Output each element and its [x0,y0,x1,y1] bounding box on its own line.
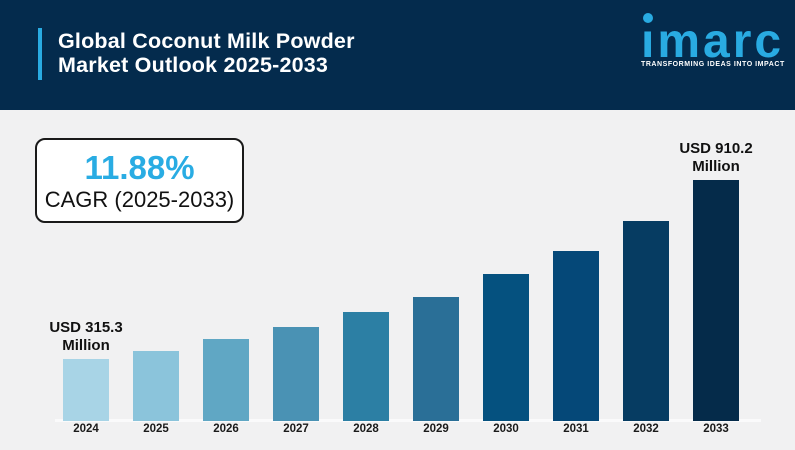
chart-title: Global Coconut Milk Powder Market Outloo… [58,29,355,77]
bar-rect [343,312,389,421]
chart-title-line2: Market Outlook 2025-2033 [58,53,329,77]
bar-2030 [483,274,529,421]
logo-tagline: TRANSFORMING IDEAS INTO IMPACT [641,61,785,68]
bar-value-label: USD 910.2 Million [679,140,753,175]
chart-title-line1: Global Coconut Milk Powder [58,29,355,53]
bar-rect [133,351,179,421]
bar-2024: USD 315.3 Million [49,319,123,421]
x-axis-label: 2026 [213,423,239,435]
bar-value-label: USD 315.3 Million [49,319,123,354]
x-axis-label: 2027 [283,423,309,435]
bar-rect [693,180,739,421]
imarc-logo: ımarc TRANSFORMING IDEAS INTO IMPACT [641,0,785,110]
header-band: Global Coconut Milk Powder Market Outloo… [0,0,795,110]
bar-2027 [273,327,319,421]
cagr-value: 11.88% [84,148,195,186]
x-axis-label: 2028 [353,423,379,435]
cagr-label: CAGR (2025-2033) [44,186,235,212]
imarc-logo-text: ımarc [641,15,785,68]
bar-2033: USD 910.2 Million [679,140,753,421]
bar-2032 [623,221,669,421]
x-axis-baseline [55,419,761,422]
x-axis-label: 2029 [423,423,449,435]
bar-rect [623,221,669,421]
bar-rect [413,297,459,421]
bar-2026 [203,339,249,421]
bar-2025 [133,351,179,421]
x-axis-labels: 2024 2025 2026 2027 2028 2029 2030 2031 2032 2033 [63,423,739,436]
x-axis-label: 2030 [493,423,519,435]
x-axis-label: 2025 [143,423,169,435]
title-accent-bar [38,28,42,80]
bar-rect [203,339,249,421]
x-axis-label: 2033 [703,423,729,435]
x-axis-label: 2024 [73,423,99,435]
bar-rect [273,327,319,421]
bar-rect [483,274,529,421]
cagr-box: 11.88% CAGR (2025-2033) [35,138,244,223]
logo-i-dot-icon [643,13,653,23]
bar-rect [553,251,599,421]
x-axis-label: 2031 [563,423,589,435]
bar-chart: USD 315.3 Million USD 910.2 Million [49,140,753,421]
x-axis-label: 2032 [633,423,659,435]
bar-2029 [413,297,459,421]
bar-2028 [343,312,389,421]
bar-2031 [553,251,599,421]
bar-rect [63,359,109,421]
